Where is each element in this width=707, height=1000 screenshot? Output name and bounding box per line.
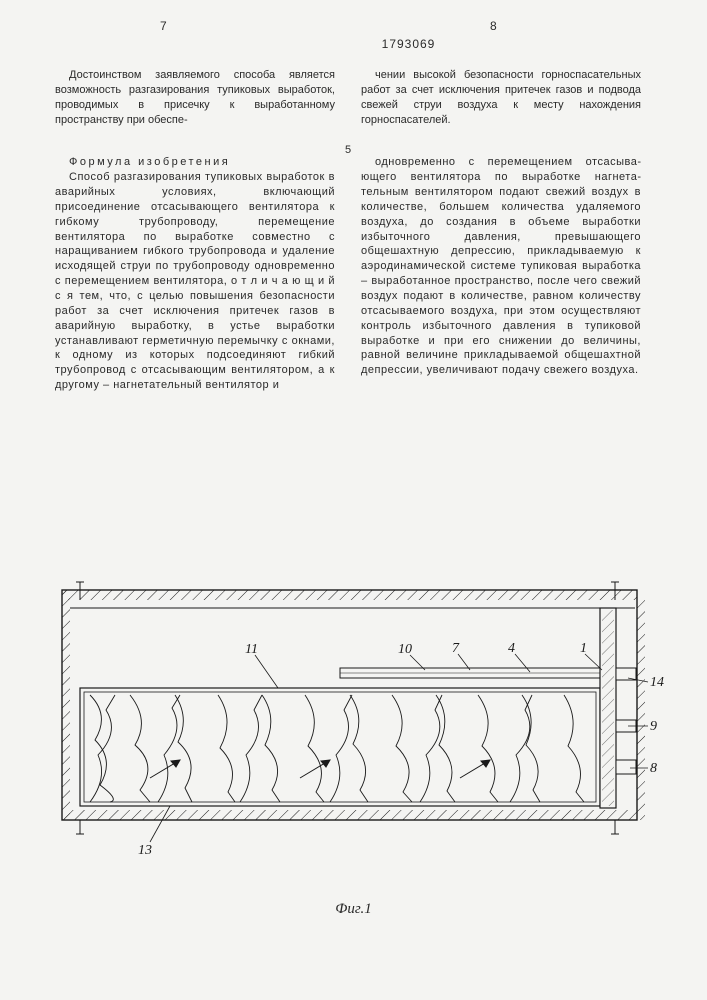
claims-heading: Формула изобретения xyxy=(55,155,335,170)
figure-caption: Фиг.1 xyxy=(40,899,667,919)
figure-1: 11 10 7 4 1 14 9 8 xyxy=(40,560,667,919)
intro-columns: Достоинством заявляемого способа яв­ляет… xyxy=(55,68,652,127)
page-number-left: 7 xyxy=(160,18,167,34)
page-number-right: 8 xyxy=(490,18,497,34)
page-container: 7 8 1793069 Достоинством заявляемого спо… xyxy=(0,0,707,1000)
right-hatch xyxy=(637,600,645,820)
intro-column-left: Достоинством заявляемого способа яв­ляет… xyxy=(55,68,335,127)
label-11: 11 xyxy=(245,642,258,657)
goaf-rocks xyxy=(90,695,584,802)
goaf-arrows xyxy=(150,760,490,778)
label-8: 8 xyxy=(650,761,657,776)
figure-svg: 11 10 7 4 1 14 9 8 xyxy=(40,560,667,890)
label-9: 9 xyxy=(650,719,657,734)
outer-frame xyxy=(62,590,637,820)
goaf-inner xyxy=(84,692,596,802)
claims-column-right: одновременно с перемещением отсасыва­юще… xyxy=(361,155,641,393)
goaf-box xyxy=(80,688,600,806)
bottom-supports xyxy=(76,820,619,834)
label-7: 7 xyxy=(452,641,460,656)
left-hatch xyxy=(62,590,70,820)
intro-text-right: чении высокой безопасности горноспаса­те… xyxy=(361,68,641,127)
claims-text-left: Способ разгазирования тупиковых вы­работ… xyxy=(55,170,335,393)
label-10: 10 xyxy=(398,642,412,657)
label-13: 13 xyxy=(138,843,152,858)
claims-column-left: Формула изобретения Способ разгазировани… xyxy=(55,155,335,393)
intro-text-left: Достоинством заявляемого способа яв­ляет… xyxy=(55,68,335,127)
claims-text-right: одновременно с перемещением отсасыва­юще… xyxy=(361,155,641,378)
top-hatch xyxy=(62,590,637,600)
window-lower xyxy=(616,760,636,774)
patent-number: 1793069 xyxy=(55,36,707,52)
window-upper xyxy=(616,668,636,680)
claims-columns: Формула изобретения Способ разгазировани… xyxy=(55,155,652,393)
line-marker-5: 5 xyxy=(345,143,351,158)
label-1: 1 xyxy=(580,641,587,656)
label-4: 4 xyxy=(508,641,515,656)
intro-column-right: чении высокой безопасности горноспаса­те… xyxy=(361,68,641,127)
bottom-hatch xyxy=(62,810,637,820)
label-14: 14 xyxy=(650,675,664,690)
